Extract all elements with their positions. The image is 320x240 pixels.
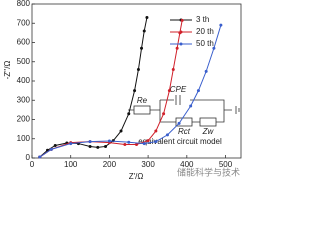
data-point xyxy=(145,15,149,19)
x-tick-label: 400 xyxy=(180,160,194,169)
legend-label: 3 th xyxy=(196,15,209,24)
x-tick-label: 200 xyxy=(103,160,117,169)
legend-label: 50 th xyxy=(196,39,214,48)
data-point xyxy=(196,89,200,93)
data-point xyxy=(96,145,100,149)
data-point xyxy=(177,121,181,125)
data-point xyxy=(53,143,57,147)
x-tick-label: 0 xyxy=(30,160,35,169)
y-tick-label: 600 xyxy=(17,38,31,47)
data-point xyxy=(119,129,123,133)
y-axis-title: -Z''/Ω xyxy=(3,61,12,80)
legend-marker xyxy=(179,42,183,46)
data-point xyxy=(146,139,150,143)
x-tick-label: 100 xyxy=(64,160,78,169)
data-point xyxy=(165,133,169,137)
x-tick-label: 300 xyxy=(141,160,155,169)
data-point xyxy=(171,67,175,71)
data-point xyxy=(154,129,158,133)
series-line xyxy=(39,17,148,158)
data-point xyxy=(219,23,223,27)
data-point xyxy=(212,46,216,50)
resistor xyxy=(133,105,151,115)
data-point xyxy=(162,112,166,116)
data-point xyxy=(204,69,208,73)
resistor xyxy=(175,117,193,127)
data-point xyxy=(133,89,137,93)
data-point xyxy=(38,155,42,159)
warburg xyxy=(199,117,217,127)
data-point xyxy=(69,142,73,146)
data-point xyxy=(154,140,158,144)
chart: -Z''/Ω Z'/Ω Re CPE Rct Zw equivalent cir… xyxy=(3,0,242,181)
y-tick-label: 300 xyxy=(17,95,31,104)
data-point xyxy=(142,142,146,146)
data-point xyxy=(88,144,92,148)
data-point xyxy=(107,139,111,143)
data-point xyxy=(180,18,184,22)
circuit-caption: equivalent circuit model xyxy=(138,137,222,146)
watermark: 储能科学与技术 xyxy=(177,166,240,177)
data-point xyxy=(123,143,127,147)
y-tick-label: 0 xyxy=(26,153,31,162)
cpe xyxy=(175,95,181,105)
data-point xyxy=(127,112,131,116)
data-point xyxy=(88,140,92,144)
legend-label: 20 th xyxy=(196,27,214,36)
circuit-label: Zw xyxy=(202,127,215,136)
circuit: Re CPE Rct Zw equivalent circuit model xyxy=(128,85,240,146)
circuit-label: Re xyxy=(137,96,148,105)
data-point xyxy=(127,140,131,144)
data-point xyxy=(189,104,193,108)
y-tick-label: 200 xyxy=(17,115,31,124)
data-point xyxy=(175,46,179,50)
y-tick-label: 400 xyxy=(17,76,31,85)
data-point xyxy=(167,89,171,93)
data-point xyxy=(136,67,140,71)
y-tick-label: 700 xyxy=(17,18,31,27)
y-tick-label: 500 xyxy=(17,57,31,66)
data-point xyxy=(49,147,53,151)
x-axis-title: Z'/Ω xyxy=(129,172,144,181)
y-tick-label: 100 xyxy=(17,134,31,143)
y-tick-label: 800 xyxy=(17,0,31,8)
data-point xyxy=(135,143,138,147)
circuit-label: CPE xyxy=(170,85,187,94)
data-point xyxy=(104,144,108,148)
data-point xyxy=(140,46,144,50)
legend-marker xyxy=(179,30,183,34)
data-point xyxy=(142,29,146,33)
circuit-label: Rct xyxy=(178,127,191,136)
x-tick-label: 500 xyxy=(219,160,233,169)
